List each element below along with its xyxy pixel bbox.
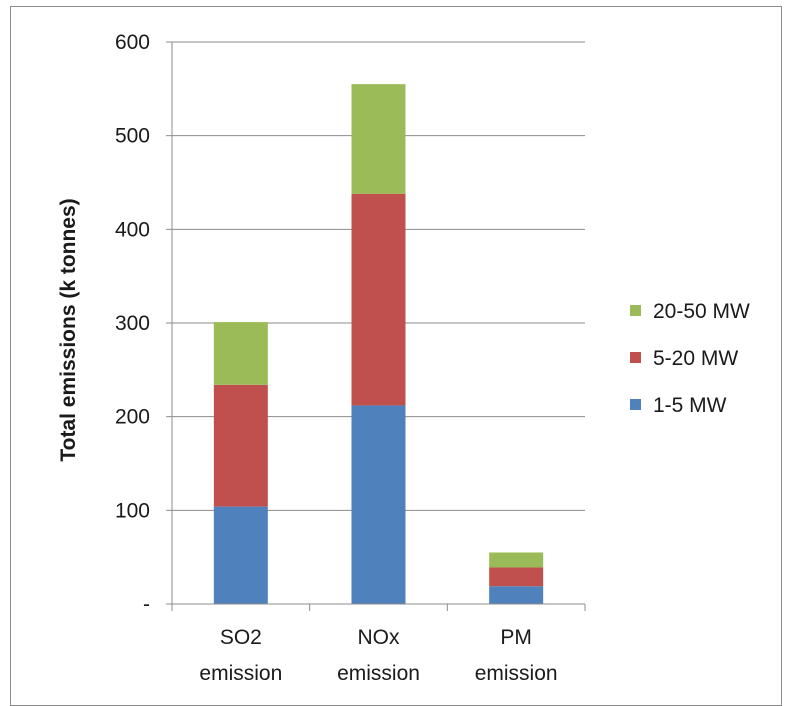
legend-swatch <box>630 399 641 410</box>
x-category-labels: SO2 emission NOx emission PM emission <box>199 626 557 685</box>
y-tick-label: 100 <box>115 499 150 522</box>
legend-label: 5-20 MW <box>653 347 738 370</box>
y-tick-label: 300 <box>115 312 150 335</box>
y-tick-label: 200 <box>115 406 150 429</box>
bar-segment <box>351 193 406 406</box>
axes <box>166 41 586 611</box>
legend-swatch <box>630 305 641 316</box>
legend-label: 1-5 MW <box>653 394 727 417</box>
x-category-label: PM <box>500 626 532 649</box>
legend-swatch <box>630 352 641 363</box>
legend-label: 20-50 MW <box>653 300 750 323</box>
bar-segment <box>489 552 544 568</box>
x-category-label: emission <box>475 662 558 685</box>
y-axis-label: Total emissions (k tonnes) <box>57 198 80 461</box>
y-tick-label: 600 <box>115 31 150 54</box>
x-category-label: NOx <box>358 626 401 649</box>
x-category-label: SO2 <box>220 626 262 649</box>
bar-segment <box>489 567 544 587</box>
y-tick-label: 400 <box>115 218 150 241</box>
bar-segment <box>489 586 544 604</box>
x-category-label: emission <box>199 662 282 685</box>
bar-segment <box>351 405 406 604</box>
y-tick-label: - <box>143 593 150 616</box>
y-tick-labels: - 100 200 300 400 500 600 <box>115 31 150 616</box>
bars <box>213 84 544 604</box>
bar-segment <box>213 384 268 507</box>
x-category-label: emission <box>337 662 420 685</box>
bar-segment <box>213 506 268 604</box>
bar-segment <box>351 84 406 194</box>
bar-segment <box>213 322 268 385</box>
legend: 20-50 MW 5-20 MW 1-5 MW <box>630 300 750 417</box>
y-tick-label: 500 <box>115 125 150 148</box>
